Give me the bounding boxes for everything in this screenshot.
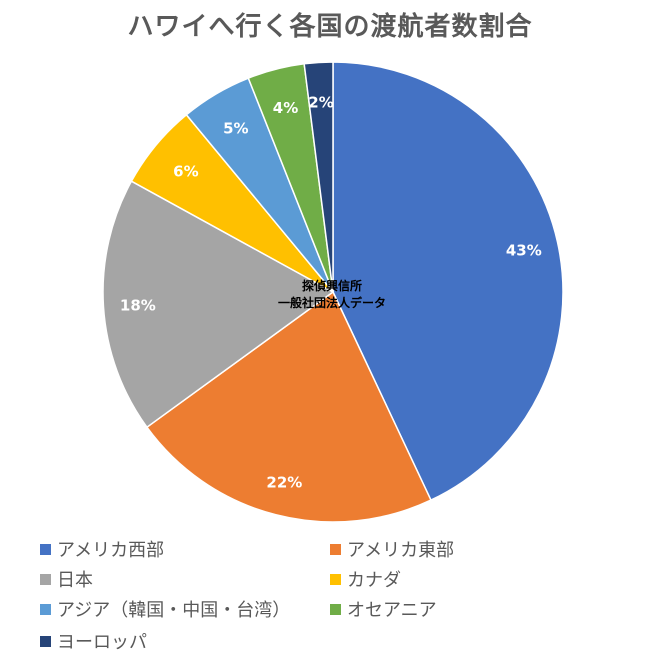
source-note-line-2: 一般社団法人データ (277, 296, 386, 310)
pie-slice-0 (332, 61, 564, 502)
chart-title: ハワイへ行く各国の渡航者数割合 (127, 12, 533, 42)
legend-swatch (330, 603, 341, 615)
legend-swatch (40, 573, 51, 585)
legend-item-europe: ヨーロッパ (40, 626, 147, 656)
legend-label: アメリカ西部 (57, 540, 165, 561)
legend-label: カナダ (347, 570, 401, 591)
data-label-2: 18% (120, 296, 156, 314)
legend-item-japan: 日本 (40, 564, 93, 594)
legend-item-oceania: オセアニア (330, 594, 437, 624)
legend-item-canada: カナダ (330, 564, 401, 594)
pie-chart: 43% 22% 18% 6% 5% 4% 2% (102, 61, 564, 523)
data-label-3: 6% (173, 162, 198, 180)
source-note: 探偵興信所 一般社団法人データ (252, 278, 412, 312)
legend-label: アジア（韓国・中国・台湾） (57, 600, 291, 621)
legend-swatch (40, 543, 51, 555)
legend-item-us-east: アメリカ東部 (330, 534, 454, 564)
pie-slice-2 (102, 180, 335, 429)
legend-item-us-west: アメリカ西部 (40, 534, 164, 564)
legend: アメリカ西部 アメリカ東部 日本 カナダ アジア（韓国・中国・台湾） オセアニア… (40, 534, 640, 658)
legend-item-asia: アジア（韓国・中国・台湾） (40, 594, 290, 624)
legend-swatch (40, 603, 51, 615)
data-label-6: 2% (308, 93, 333, 111)
legend-label: アメリカ東部 (347, 540, 455, 561)
pie-slice-1 (145, 290, 432, 523)
data-label-0: 43% (506, 241, 542, 259)
pie-slice-6 (303, 61, 334, 293)
data-label-4: 5% (223, 120, 248, 138)
legend-label: ヨーロッパ (57, 632, 147, 653)
legend-label: 日本 (57, 570, 93, 591)
data-label-5: 4% (273, 99, 298, 117)
legend-swatch (330, 543, 341, 555)
legend-swatch (40, 635, 51, 647)
legend-label: オセアニア (347, 600, 437, 621)
source-note-line-1: 探偵興信所 (301, 279, 362, 293)
data-label-1: 22% (266, 473, 302, 491)
legend-swatch (330, 573, 341, 585)
